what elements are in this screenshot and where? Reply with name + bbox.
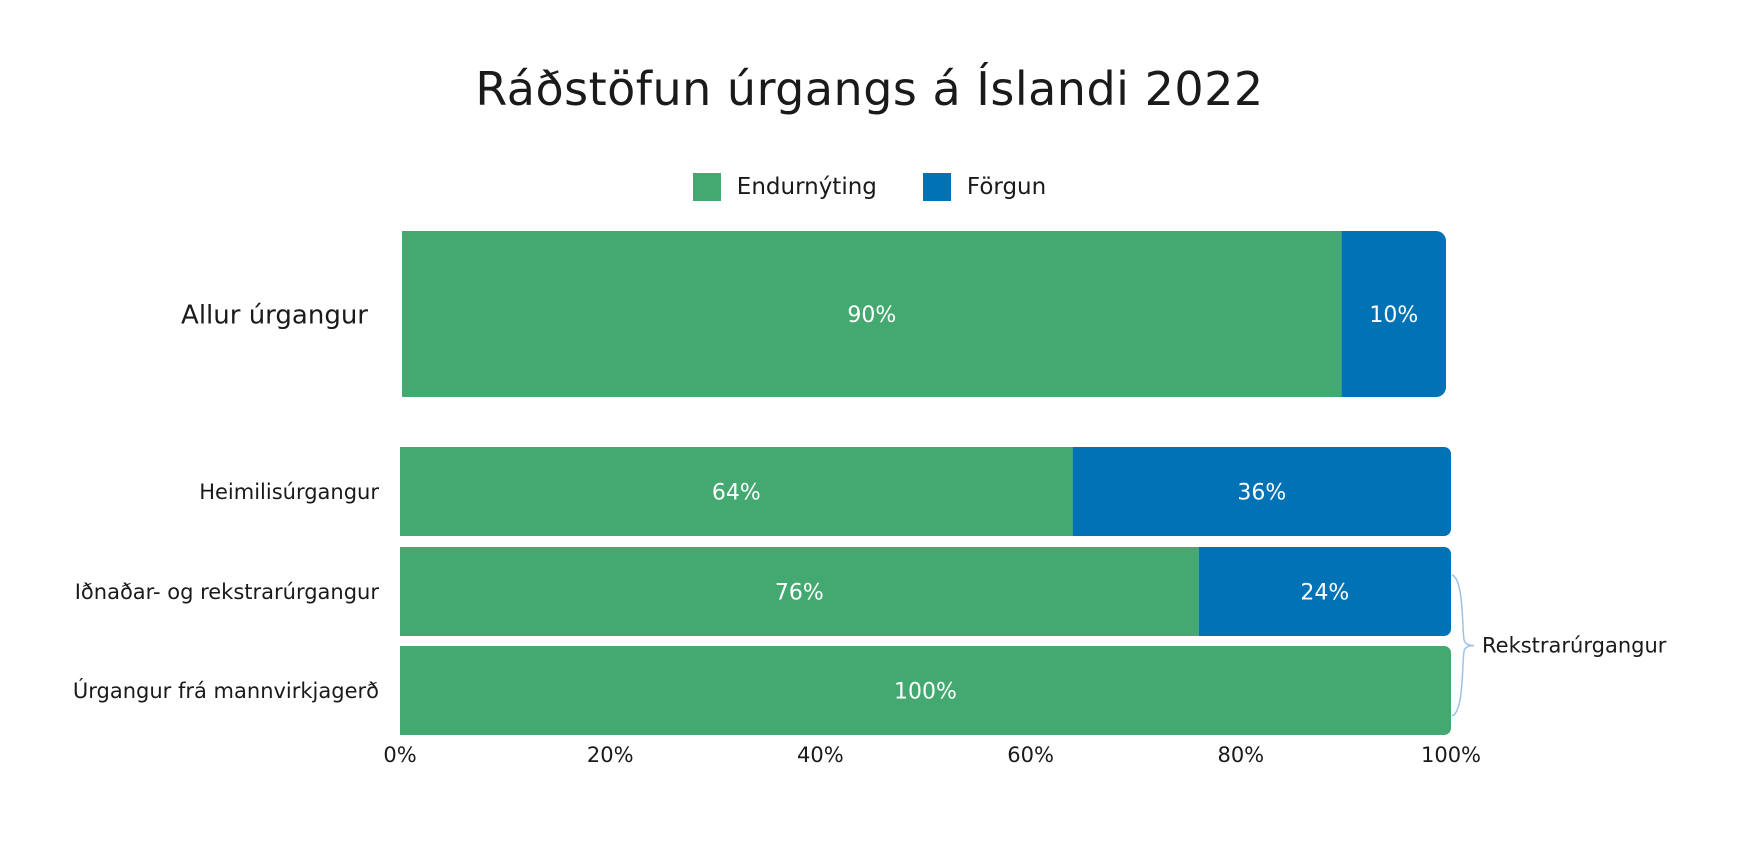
data-label-endurnyting-idnadar-og-rekstrarurgangur: 76% [775, 581, 824, 606]
legend-label-endurnyting: Endurnýting [736, 174, 877, 200]
legend-item-endurnyting: Endurnýting [692, 173, 877, 201]
x-tick-label-1: 20% [587, 743, 634, 767]
data-label-forgun-heimilisurgangur: 36% [1237, 481, 1286, 506]
x-tick-label-0: 0% [383, 743, 416, 767]
legend-swatch-forgun [922, 173, 951, 201]
legend-label-forgun: Förgun [966, 174, 1047, 200]
x-tick-label-4: 80% [1217, 743, 1264, 767]
category-label-heimilisurgangur: Heimilisúrgangur [199, 480, 379, 504]
legend-item-forgun: Förgun [922, 173, 1047, 201]
bar-segment-endurnyting-heimilisurgangur [400, 447, 1073, 536]
data-label-forgun-allur-urgangur: 10% [1369, 303, 1418, 328]
category-label-urgangur-fra-mannvirkjagerd: Úrgangur frá mannvirkjagerð [73, 678, 379, 703]
bar-segment-endurnyting-idnadar-og-rekstrarurgangur [400, 547, 1199, 636]
category-label-allur-urgangur: Allur úrgangur [181, 300, 368, 330]
data-label-endurnyting-urgangur-fra-mannvirkjagerd: 100% [894, 680, 957, 705]
category-label-idnadar-og-rekstrarurgangur: Iðnaðar- og rekstrarúrgangur [75, 580, 380, 604]
data-label-endurnyting-heimilisurgangur: 64% [712, 481, 761, 506]
legend-swatch-endurnyting [692, 173, 721, 201]
bar-segment-forgun-allur-urgangur [1341, 231, 1446, 397]
data-label-endurnyting-allur-urgangur: 90% [847, 303, 896, 328]
chart-title: Ráðstöfun úrgangs á Íslandi 2022 [475, 62, 1264, 116]
bar-segment-forgun-idnadar-og-rekstrarurgangur [1198, 547, 1451, 636]
bar-segment-endurnyting-allur-urgangur [402, 231, 1342, 397]
x-tick-label-3: 60% [1007, 743, 1054, 767]
x-tick-label-5: 100% [1421, 743, 1481, 767]
bar-segment-endurnyting-urgangur-fra-mannvirkjagerd [400, 646, 1451, 735]
annotation-label: Rekstrarúrgangur [1482, 634, 1667, 658]
legend: Endurnýting Förgun [0, 173, 1739, 201]
data-label-forgun-idnadar-og-rekstrarurgangur: 24% [1300, 581, 1349, 606]
x-tick-label-2: 40% [797, 743, 844, 767]
bar-segment-forgun-heimilisurgangur [1072, 447, 1451, 536]
annotation-bracket [1451, 574, 1475, 717]
